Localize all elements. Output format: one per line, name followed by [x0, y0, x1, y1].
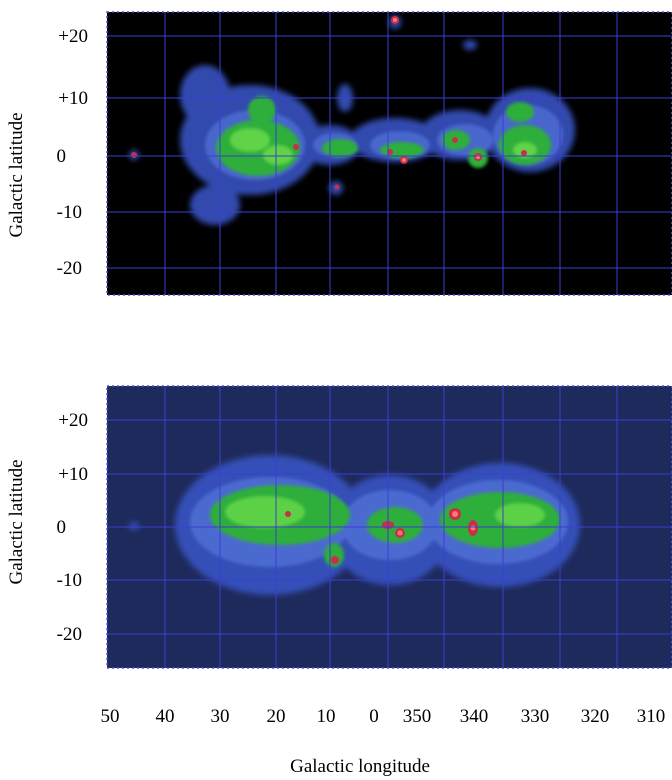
- x-tick: 310: [637, 706, 666, 727]
- bottom-x-axis: 50 40 30 20 10 0 350 340 330 320 310 Gal…: [101, 706, 666, 777]
- x-tick: 40: [156, 706, 175, 727]
- top-y-axis: +20 +10 0 -10 -20 Galactic latitude: [6, 26, 88, 279]
- top-map-grid: [107, 12, 672, 295]
- top-map-panel: +20 +10 0 -10 -20 Galactic latitude: [6, 11, 672, 296]
- top-y-tick: +10: [58, 88, 88, 109]
- top-y-axis-label: Galactic latitude: [6, 112, 27, 237]
- x-tick: 340: [460, 706, 489, 727]
- bottom-y-tick: -10: [57, 570, 82, 591]
- x-tick: 350: [403, 706, 432, 727]
- bottom-y-tick: +20: [58, 410, 88, 431]
- bottom-map-emission: [129, 455, 580, 595]
- bottom-y-tick: 0: [57, 517, 67, 538]
- top-y-tick: -10: [57, 202, 82, 223]
- x-tick: 10: [317, 706, 336, 727]
- top-y-tick: 0: [57, 146, 67, 167]
- bottom-y-tick: -20: [57, 624, 82, 645]
- bottom-y-tick: +10: [58, 464, 88, 485]
- bottom-map-panel: +20 +10 0 -10 -20 Galactic latitude 50 4…: [6, 385, 672, 777]
- x-tick: 50: [101, 706, 120, 727]
- top-map-emission: [129, 15, 575, 225]
- top-y-tick: +20: [58, 26, 88, 47]
- top-map-border: [106, 11, 672, 296]
- x-tick: 320: [581, 706, 610, 727]
- x-tick: 20: [267, 706, 286, 727]
- x-tick: 330: [521, 706, 550, 727]
- bottom-y-axis: +20 +10 0 -10 -20 Galactic latitude: [6, 410, 88, 645]
- x-tick: 30: [211, 706, 230, 727]
- x-tick: 0: [369, 706, 379, 727]
- x-axis-label: Galactic longitude: [290, 756, 430, 777]
- bottom-map-grid: [107, 386, 672, 668]
- bottom-y-axis-label: Galactic latitude: [6, 459, 27, 584]
- top-y-tick: -20: [57, 258, 82, 279]
